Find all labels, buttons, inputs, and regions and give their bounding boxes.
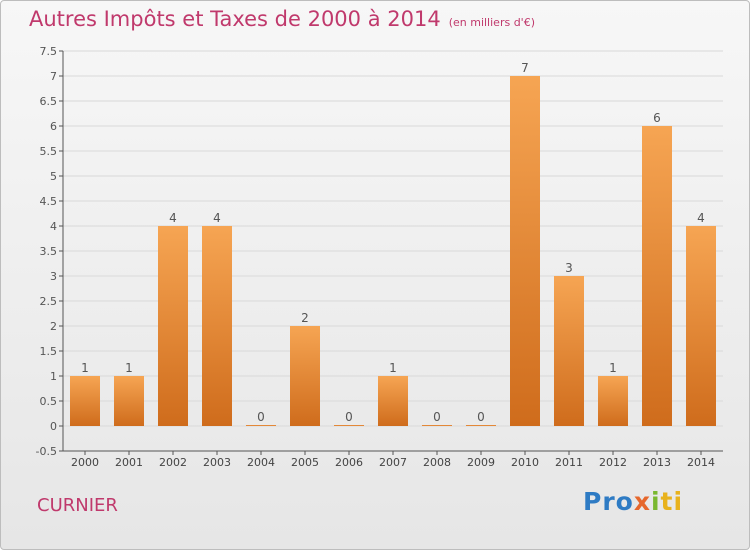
proxiti-logo: Proxiti bbox=[583, 487, 683, 516]
data-label-2005: 2 bbox=[301, 311, 309, 325]
data-label-2007: 1 bbox=[389, 361, 397, 375]
bar-2002 bbox=[158, 226, 188, 426]
data-label-2009: 0 bbox=[477, 410, 485, 424]
bar-2014 bbox=[686, 226, 716, 426]
x-tick-label-2003: 2003 bbox=[203, 456, 231, 469]
x-tick-label-2007: 2007 bbox=[379, 456, 407, 469]
bar-2005 bbox=[290, 326, 320, 426]
y-tick-label: 4 bbox=[50, 220, 57, 233]
x-tick-label-2008: 2008 bbox=[423, 456, 451, 469]
y-tick-label: 4.5 bbox=[40, 195, 58, 208]
data-label-2012: 1 bbox=[609, 361, 617, 375]
data-label-2006: 0 bbox=[345, 410, 353, 424]
y-tick-label: 6.5 bbox=[40, 95, 58, 108]
bar-2008 bbox=[422, 425, 452, 426]
y-tick-label: 3.5 bbox=[40, 245, 58, 258]
x-tick-label-2009: 2009 bbox=[467, 456, 495, 469]
bar-2006 bbox=[334, 425, 364, 426]
logo-part-3: i bbox=[650, 487, 661, 516]
y-tick-label: 2 bbox=[50, 320, 57, 333]
commune-name: CURNIER bbox=[37, 495, 118, 516]
bar-2012 bbox=[598, 376, 628, 426]
x-tick-labels: 2000 2001 2002 2003 2004 2005 2006 2007 2008 2009… bbox=[71, 456, 715, 469]
y-tick-label: 5 bbox=[50, 170, 57, 183]
bar-2007 bbox=[378, 376, 408, 426]
y-tick-label: -0.5 bbox=[36, 445, 57, 458]
logo-part-1: Pro bbox=[583, 487, 634, 516]
y-tick-label: 3 bbox=[50, 270, 57, 283]
data-label-2004: 0 bbox=[257, 410, 265, 424]
x-tick-label-2005: 2005 bbox=[291, 456, 319, 469]
data-label-2011: 3 bbox=[565, 261, 573, 275]
x-tick-label-2001: 2001 bbox=[115, 456, 143, 469]
bar-2013 bbox=[642, 126, 672, 426]
x-tick-label-2014: 2014 bbox=[687, 456, 715, 469]
axes bbox=[59, 50, 723, 455]
y-tick-label: 5.5 bbox=[40, 145, 58, 158]
x-tick-label-2004: 2004 bbox=[247, 456, 275, 469]
data-label-2000: 1 bbox=[81, 361, 89, 375]
y-tick-labels: -0.5 0 0.5 1 1.5 2 2.5 3 3.5 4 4.5 5 5.5 6 6.5 7 7.5 bbox=[36, 45, 57, 458]
logo-part-2: x bbox=[633, 487, 651, 516]
x-tick-label-2012: 2012 bbox=[599, 456, 627, 469]
bars bbox=[70, 76, 716, 426]
x-tick-label-2011: 2011 bbox=[555, 456, 583, 469]
x-tick-label-2010: 2010 bbox=[511, 456, 539, 469]
chart-title-text: Autres Impôts et Taxes de 2000 à 2014 bbox=[29, 7, 441, 31]
x-tick-label-2013: 2013 bbox=[643, 456, 671, 469]
data-label-2008: 0 bbox=[433, 410, 441, 424]
bar-2003 bbox=[202, 226, 232, 426]
data-label-2010: 7 bbox=[521, 61, 529, 75]
y-tick-label: 6 bbox=[50, 120, 57, 133]
y-tick-label: 0.5 bbox=[40, 395, 58, 408]
logo-part-4: ti bbox=[660, 487, 684, 516]
bar-2004 bbox=[246, 425, 276, 426]
bar-2009 bbox=[466, 425, 496, 426]
data-label-2002: 4 bbox=[169, 211, 177, 225]
chart-title: Autres Impôts et Taxes de 2000 à 2014 (en… bbox=[29, 7, 535, 31]
data-label-2003: 4 bbox=[213, 211, 221, 225]
y-tick-label: 1 bbox=[50, 370, 57, 383]
data-label-2001: 1 bbox=[125, 361, 133, 375]
y-tick-label: 0 bbox=[50, 420, 57, 433]
data-labels: 1 1 4 4 0 2 0 1 0 0 7 3 1 6 4 bbox=[81, 61, 705, 424]
data-label-2014: 4 bbox=[697, 211, 705, 225]
y-tick-label: 1.5 bbox=[40, 345, 58, 358]
chart-unit-label: (en milliers d'€) bbox=[448, 16, 535, 29]
x-tick-label-2002: 2002 bbox=[159, 456, 187, 469]
bar-2010 bbox=[510, 76, 540, 426]
x-tick-label-2000: 2000 bbox=[71, 456, 99, 469]
x-tick-label-2006: 2006 bbox=[335, 456, 363, 469]
data-label-2013: 6 bbox=[653, 111, 661, 125]
bar-2011 bbox=[554, 276, 584, 426]
bar-2001 bbox=[114, 376, 144, 426]
y-tick-label: 2.5 bbox=[40, 295, 58, 308]
y-tick-label: 7 bbox=[50, 70, 57, 83]
bar-2000 bbox=[70, 376, 100, 426]
y-tick-label: 7.5 bbox=[40, 45, 58, 58]
